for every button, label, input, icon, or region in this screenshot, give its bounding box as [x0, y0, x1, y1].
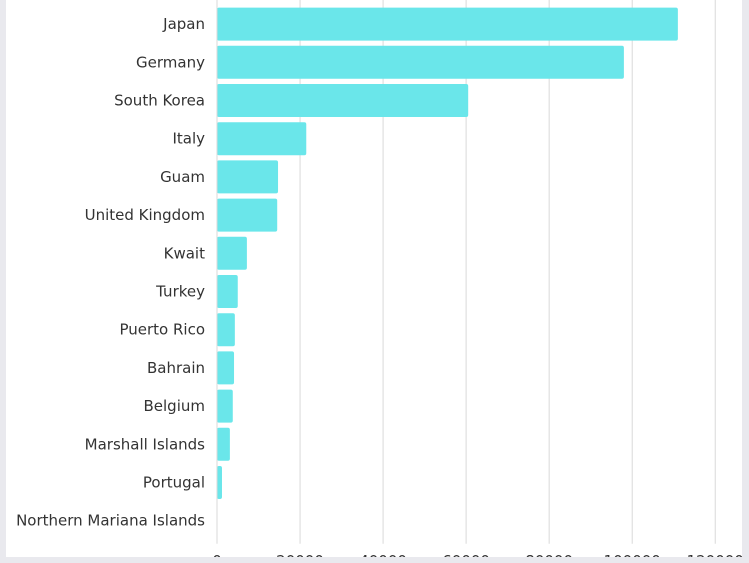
bar: [217, 7, 678, 41]
bar: [217, 313, 235, 347]
gridlines: [299, 0, 716, 544]
category-label: South Korea: [114, 92, 205, 110]
bar: [217, 466, 222, 499]
bar: [217, 122, 307, 156]
bar: [217, 198, 278, 232]
category-label: Italy: [172, 130, 205, 148]
bar: [217, 351, 235, 385]
category-label: United Kingdom: [85, 206, 205, 224]
category-label: Germany: [136, 53, 205, 71]
x-tick-label: 0: [212, 552, 222, 557]
category-label: Guam: [160, 168, 205, 186]
category-labels: Japan Germany South Korea Italy Guam United K…: [16, 15, 205, 530]
category-label: Japan: [162, 15, 205, 33]
x-tick-label: 100000: [604, 552, 661, 557]
bar: [217, 160, 279, 194]
category-label: Northern Mariana Islands: [16, 512, 205, 530]
category-label: Belgium: [144, 397, 206, 415]
x-tick-label: 40000: [359, 552, 407, 557]
bar: [217, 84, 469, 117]
x-tick-label: 60000: [442, 552, 490, 557]
category-label: Kwait: [164, 244, 205, 262]
chart-panel: Japan Germany South Korea Italy Guam United K…: [6, 0, 744, 563]
x-tick-labels: 0 20000 40000 60000 80000 100000 120000: [212, 552, 744, 563]
bar: [217, 236, 247, 270]
category-label: Marshall Islands: [85, 435, 206, 453]
category-label: Puerto Rico: [119, 321, 205, 339]
bar-chart: Japan Germany South Korea Italy Guam United K…: [16, 0, 744, 563]
x-tick-label: 80000: [525, 552, 573, 557]
bar: [217, 275, 238, 308]
x-tick-label: 20000: [276, 552, 324, 557]
bar: [217, 389, 233, 423]
category-label: Turkey: [155, 283, 205, 301]
category-label: Bahrain: [147, 359, 205, 377]
category-label: Portugal: [143, 474, 205, 492]
x-tick-label: 120000: [687, 552, 742, 557]
bars: [217, 7, 678, 538]
bar: [217, 45, 624, 79]
bar: [217, 427, 230, 461]
